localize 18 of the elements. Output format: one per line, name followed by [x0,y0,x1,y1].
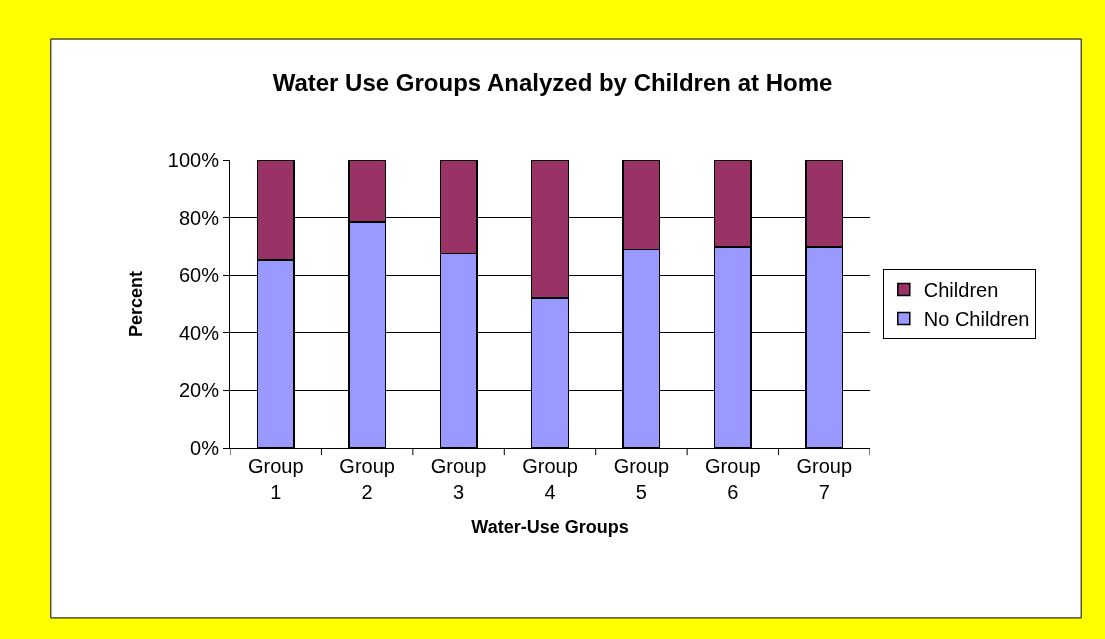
x-tick-label: Group 4 [522,455,578,503]
x-axis-title: Water-Use Groups [471,517,629,538]
chart-title: Water Use Groups Analyzed by Children at Home [272,69,833,97]
legend-label: Children [923,279,999,302]
x-tick-label: Group 3 [430,455,487,503]
y-tick-label: 60% [178,264,220,287]
y-tick-label: 0% [190,437,220,459]
x-tick-label: Group 6 [705,455,761,503]
x-tick-label: Group 2 [339,455,395,503]
x-tick-label: Group 5 [613,455,670,503]
y-tick-label: 40% [178,321,220,344]
y-axis-title: Percent [126,270,147,338]
y-tick-label: 20% [178,379,220,402]
y-tick-label: 100% [167,149,220,171]
x-tick-label: Group 7 [796,455,853,503]
x-tick-label: Group 1 [247,455,304,503]
legend-label: No Children [923,308,1030,331]
y-tick-label: 80% [178,206,220,229]
